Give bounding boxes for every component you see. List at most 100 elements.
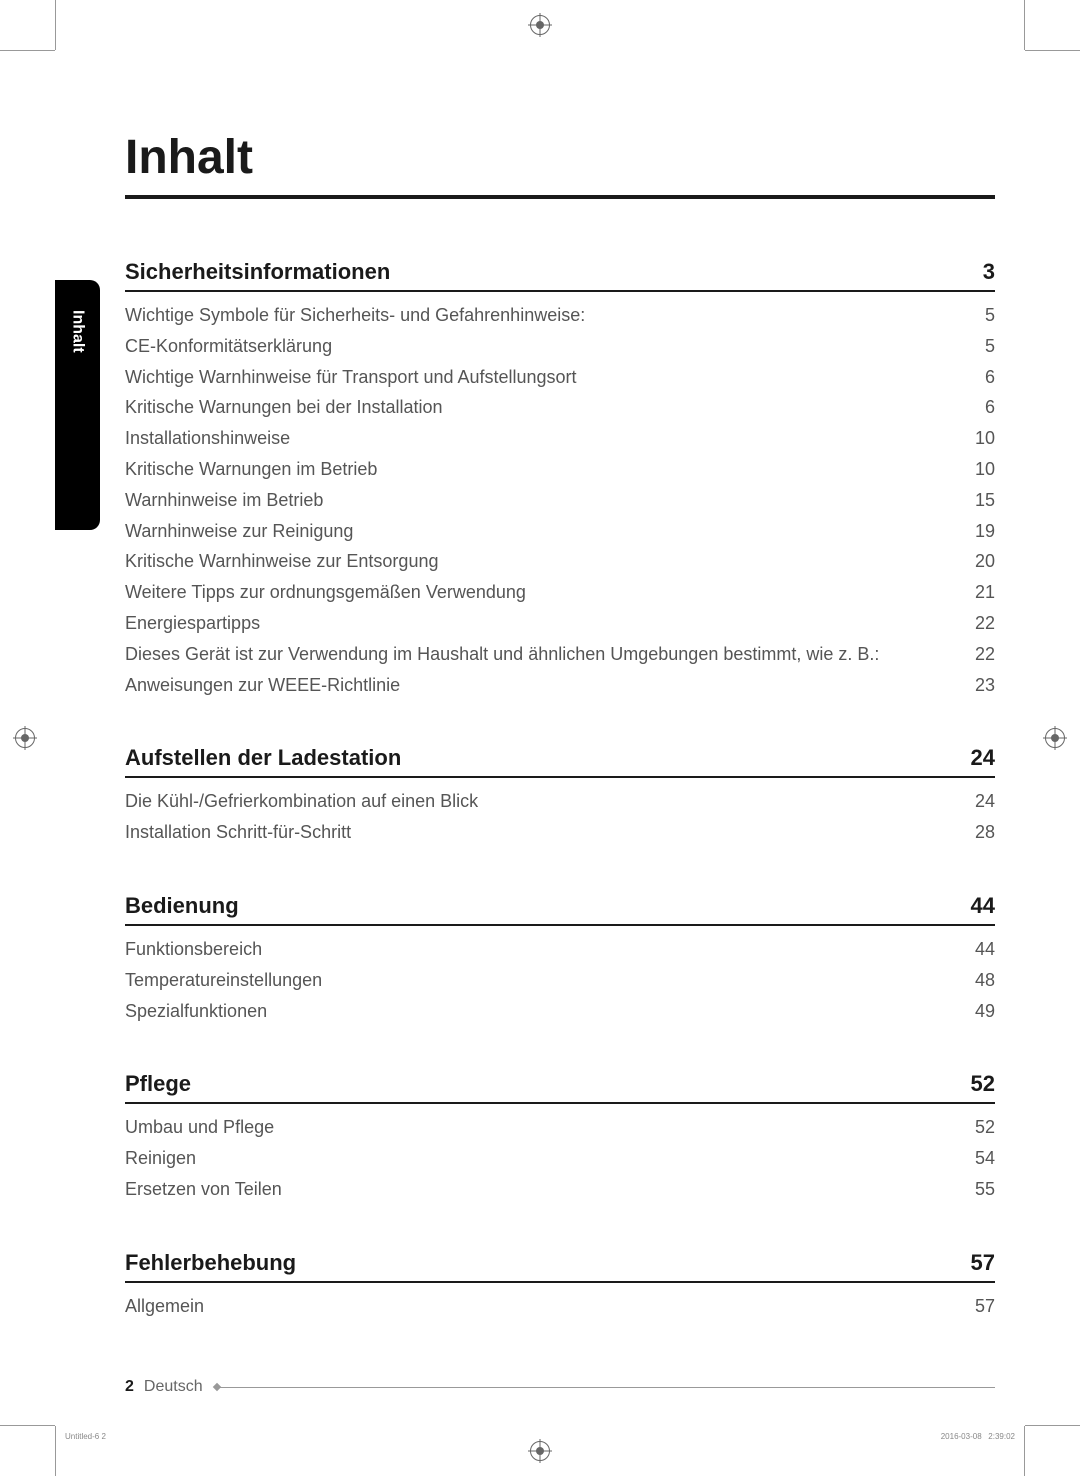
toc-entry-page: 22 bbox=[955, 640, 995, 669]
toc-entry: Installation Schritt-für-Schritt28 bbox=[125, 817, 995, 848]
toc-entry-label: Umbau und Pflege bbox=[125, 1113, 955, 1142]
footer-rule bbox=[218, 1387, 995, 1388]
toc-entry: Umbau und Pflege52 bbox=[125, 1112, 995, 1143]
toc-entry-label: Installationshinweise bbox=[125, 424, 955, 453]
sidebar-tab: Inhalt bbox=[55, 280, 100, 530]
toc-entry-page: 6 bbox=[955, 393, 995, 422]
toc-entry-page: 10 bbox=[955, 424, 995, 453]
toc-entry: Warnhinweise zur Reinigung19 bbox=[125, 516, 995, 547]
toc-entry-page: 24 bbox=[955, 787, 995, 816]
toc-entry-page: 57 bbox=[955, 1292, 995, 1321]
toc-entry-label: Die Kühl-/Gefrierkombination auf einen B… bbox=[125, 787, 955, 816]
crop-mark bbox=[55, 0, 56, 50]
crop-mark bbox=[0, 50, 55, 51]
toc-entry-page: 19 bbox=[955, 517, 995, 546]
toc-entry: Anweisungen zur WEEE-Richtlinie23 bbox=[125, 670, 995, 701]
toc-entry: Installationshinweise10 bbox=[125, 423, 995, 454]
toc-entry-page: 6 bbox=[955, 363, 995, 392]
toc-entry: Weitere Tipps zur ordnungsgemäßen Verwen… bbox=[125, 577, 995, 608]
toc-entry-page: 44 bbox=[955, 935, 995, 964]
toc-entry-label: Wichtige Warnhinweise für Transport und … bbox=[125, 363, 955, 392]
toc-entry-label: Kritische Warnungen im Betrieb bbox=[125, 455, 955, 484]
toc-entry-label: Spezialfunktionen bbox=[125, 997, 955, 1026]
toc-section: Fehlerbehebung57Allgemein57 bbox=[125, 1250, 995, 1322]
toc-entry: Temperatureinstellungen48 bbox=[125, 965, 995, 996]
toc-entry-page: 15 bbox=[955, 486, 995, 515]
toc-section-header: Sicherheitsinformationen 3 bbox=[125, 259, 995, 292]
toc-entry-label: Kritische Warnungen bei der Installation bbox=[125, 393, 955, 422]
toc-entry-page: 5 bbox=[955, 301, 995, 330]
print-info-right: 2016-03-08 2:39:02 bbox=[941, 1432, 1015, 1441]
toc-entry-page: 49 bbox=[955, 997, 995, 1026]
toc-entry: Wichtige Symbole für Sicherheits- und Ge… bbox=[125, 300, 995, 331]
toc-section-title: Pflege bbox=[125, 1071, 191, 1097]
page-title: Inhalt bbox=[125, 130, 995, 199]
toc-entry-page: 20 bbox=[955, 547, 995, 576]
print-info-left: Untitled-6 2 bbox=[65, 1432, 106, 1441]
crop-mark bbox=[1024, 1426, 1025, 1476]
toc-entry: Spezialfunktionen49 bbox=[125, 996, 995, 1027]
toc-section-header: Bedienung44 bbox=[125, 893, 995, 926]
page-content: Inhalt Inhalt Sicherheitsinformationen3W… bbox=[125, 130, 995, 1396]
toc-section-title: Sicherheitsinformationen bbox=[125, 259, 390, 285]
toc-entry-label: CE-Konformitätserklärung bbox=[125, 332, 955, 361]
toc-entry: Warnhinweise im Betrieb15 bbox=[125, 485, 995, 516]
page-number: 2 bbox=[125, 1378, 134, 1396]
toc-entry-page: 22 bbox=[955, 609, 995, 638]
toc-entry-page: 52 bbox=[955, 1113, 995, 1142]
toc-entry-label: Weitere Tipps zur ordnungsgemäßen Verwen… bbox=[125, 578, 955, 607]
toc-entry-page: 48 bbox=[955, 966, 995, 995]
toc-entry-page: 55 bbox=[955, 1175, 995, 1204]
toc-entry-page: 10 bbox=[955, 455, 995, 484]
toc-entry-label: Allgemein bbox=[125, 1292, 955, 1321]
toc-section-header: Fehlerbehebung 57 bbox=[125, 1250, 995, 1283]
toc-entry-page: 23 bbox=[955, 671, 995, 700]
registration-mark-icon bbox=[15, 728, 35, 748]
toc-entry: Funktionsbereich44 bbox=[125, 934, 995, 965]
toc-entry-label: Kritische Warnhinweise zur Entsorgung bbox=[125, 547, 955, 576]
toc-entry: Kritische Warnungen bei der Installation… bbox=[125, 392, 995, 423]
toc-entry-label: Dieses Gerät ist zur Verwendung im Haush… bbox=[125, 640, 955, 669]
toc-entry-page: 28 bbox=[955, 818, 995, 847]
sidebar-tab-label: Inhalt bbox=[69, 310, 87, 353]
crop-mark bbox=[55, 1426, 56, 1476]
toc-section-title: Aufstellen der Ladestation bbox=[125, 745, 401, 771]
toc-entry-label: Temperatureinstellungen bbox=[125, 966, 955, 995]
toc-section-header: Aufstellen der Ladestation 24 bbox=[125, 745, 995, 778]
registration-mark-icon bbox=[530, 15, 550, 35]
toc-entry: CE-Konformitätserklärung5 bbox=[125, 331, 995, 362]
toc-section-page: 44 bbox=[971, 893, 995, 919]
toc-entry-page: 21 bbox=[955, 578, 995, 607]
registration-mark-icon bbox=[1045, 728, 1065, 748]
toc-entry-label: Installation Schritt-für-Schritt bbox=[125, 818, 955, 847]
crop-mark bbox=[1025, 50, 1080, 51]
toc-section: Aufstellen der Ladestation24Die Kühl-/Ge… bbox=[125, 745, 995, 848]
table-of-contents: Sicherheitsinformationen 3 Wichtige Symbol… bbox=[125, 259, 995, 1322]
toc-entry: Dieses Gerät ist zur Verwendung im Haush… bbox=[125, 639, 995, 670]
toc-entry: Energiespartipps22 bbox=[125, 608, 995, 639]
toc-entry: Kritische Warnhinweise zur Entsorgung20 bbox=[125, 546, 995, 577]
toc-entry-page: 5 bbox=[955, 332, 995, 361]
toc-section-header: Pflege 52 bbox=[125, 1071, 995, 1104]
toc-section-page: 57 bbox=[971, 1250, 995, 1276]
toc-entry: Reinigen54 bbox=[125, 1143, 995, 1174]
toc-section-title: Fehlerbehebung bbox=[125, 1250, 296, 1276]
registration-mark-icon bbox=[530, 1441, 550, 1461]
toc-entry-label: Reinigen bbox=[125, 1144, 955, 1173]
toc-section: Pflege52Umbau und Pflege52Reinigen54Erse… bbox=[125, 1071, 995, 1204]
toc-section-page: 24 bbox=[971, 745, 995, 771]
toc-entry-label: Warnhinweise zur Reinigung bbox=[125, 517, 955, 546]
toc-entry-label: Wichtige Symbole für Sicherheits- und Ge… bbox=[125, 301, 955, 330]
toc-entry-label: Anweisungen zur WEEE-Richtlinie bbox=[125, 671, 955, 700]
toc-entry-label: Warnhinweise im Betrieb bbox=[125, 486, 955, 515]
crop-mark bbox=[1025, 1425, 1080, 1426]
toc-entry-label: Funktionsbereich bbox=[125, 935, 955, 964]
toc-entry-label: Energiespartipps bbox=[125, 609, 955, 638]
toc-entry-page: 54 bbox=[955, 1144, 995, 1173]
toc-entry: Ersetzen von Teilen55 bbox=[125, 1174, 995, 1205]
toc-entry: Wichtige Warnhinweise für Transport und … bbox=[125, 362, 995, 393]
crop-mark bbox=[0, 1425, 55, 1426]
toc-section-page: 3 bbox=[983, 259, 995, 285]
crop-mark bbox=[1024, 0, 1025, 50]
toc-section-page: 52 bbox=[971, 1071, 995, 1097]
